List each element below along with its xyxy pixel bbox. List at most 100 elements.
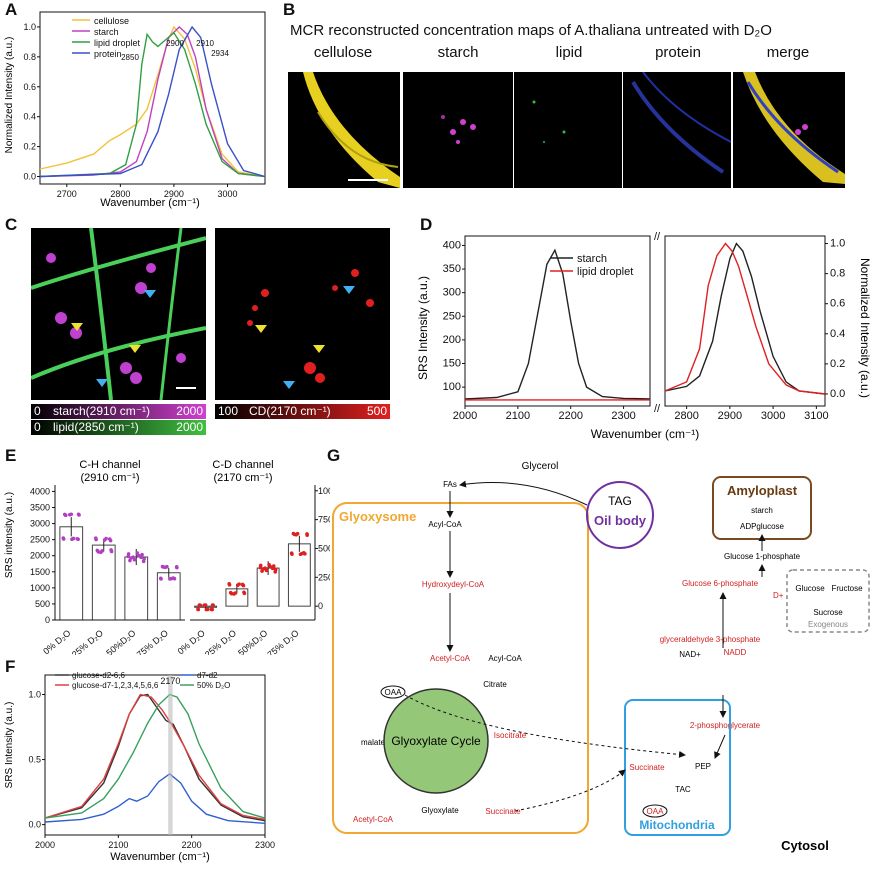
legend-item: starch	[94, 27, 119, 37]
svg-text:starch: starch	[751, 506, 773, 515]
data-point	[289, 551, 294, 555]
panel-f-chart: Wavenumber (cm⁻¹) SRS Intensity (a.u.) 2…	[4, 671, 275, 863]
panel-c-merged-image	[31, 228, 206, 400]
data-point	[211, 603, 215, 607]
y-tick-label: 0.4	[23, 112, 36, 122]
panel-f-xlabel: Wavenumber (cm⁻¹)	[110, 851, 210, 863]
svg-text:ADPglucose: ADPglucose	[740, 522, 785, 531]
y-tick-label: 1.0	[23, 22, 36, 32]
series-line-protein	[39, 25, 266, 178]
data-point	[158, 576, 163, 581]
plot-frame	[464, 235, 651, 407]
peak-label: 2850	[121, 53, 139, 62]
glyoxylate-cycle-circle	[383, 688, 489, 794]
data-point	[270, 566, 275, 571]
data-point	[98, 550, 103, 555]
colorbar-lipid: 0 lipid(2850 cm⁻¹) 2000	[31, 420, 206, 435]
x-category-label: 0% D₂O	[176, 628, 207, 655]
svg-text:NAD+: NAD+	[679, 650, 701, 659]
x-tick-label: 2800	[110, 189, 130, 199]
x-category-label: 50%D₂O	[104, 628, 137, 655]
svg-text:PEP: PEP	[695, 762, 711, 771]
bar	[124, 556, 149, 621]
ch-sub: (2910 cm⁻¹)	[81, 472, 140, 484]
svg-text:Glucose 6-phosphate: Glucose 6-phosphate	[682, 579, 759, 588]
blue-arrowhead-icon	[283, 381, 295, 389]
yellow-arrowhead-icon	[255, 325, 267, 333]
panel-d-chart: Wavenumber (cm⁻¹) SRS Intensity (a.u.) N…	[416, 231, 872, 441]
data-point	[67, 512, 72, 517]
data-point	[139, 555, 143, 560]
panel-label-f: F	[5, 657, 16, 676]
data-point	[109, 549, 114, 554]
x-category-label: 25% D₂O	[70, 628, 105, 655]
panel-d-ylabel-left: SRS Intensity (a.u.)	[416, 276, 430, 380]
svg-text:Glyoxylate: Glyoxylate	[421, 806, 459, 815]
y-tick-label: 400	[443, 239, 461, 251]
data-point	[209, 607, 214, 612]
panel-label-c: C	[5, 215, 18, 234]
series-line-starch	[464, 248, 651, 400]
svg-text:Hydroxydeyl-CoA: Hydroxydeyl-CoA	[422, 580, 485, 589]
svg-text:TAG: TAG	[608, 494, 632, 508]
svg-text:Citrate: Citrate	[483, 680, 507, 689]
data-point	[237, 582, 241, 586]
y-tick-label: 2500	[30, 535, 50, 545]
legend-item: cellulose	[94, 16, 129, 26]
series-line-lipid-droplet	[39, 31, 266, 178]
svg-text:Glucose 1-phosphate: Glucose 1-phosphate	[724, 552, 801, 561]
peak-label: 2900	[166, 39, 184, 48]
svg-text:Acetyl-CoA: Acetyl-CoA	[353, 815, 394, 824]
svg-text:Exogenous: Exogenous	[808, 620, 848, 629]
legend-item: 50% D₂O	[197, 681, 230, 690]
panel-c-cd-image	[215, 228, 390, 400]
blue-arrowhead-icon	[343, 286, 355, 294]
map-protein	[623, 72, 731, 188]
panel-label-b: B	[283, 0, 296, 19]
svg-text:OAA: OAA	[385, 688, 403, 697]
y-tick-label: 0.0	[23, 172, 36, 182]
y-tick-label: 1000	[318, 486, 330, 496]
svg-text:glyceraldehyde 3-phosphate: glyceraldehyde 3-phosphate	[660, 635, 761, 644]
x-tick-label: 2200	[182, 840, 202, 850]
y-tick-label: 1500	[30, 567, 50, 577]
x-tick-label: 3000	[761, 410, 785, 422]
data-point	[263, 566, 267, 570]
panel-a-ylabel: Normalized Intensity (a.u.)	[4, 37, 15, 154]
yellow-arrowhead-icon	[313, 345, 325, 353]
colorbar-starch: 0 starch(2910 cm⁻¹) 2000	[31, 404, 206, 419]
y-tick-label: 3500	[30, 503, 50, 513]
y-tick-label: 0.6	[23, 82, 36, 92]
data-point	[232, 592, 236, 596]
panel-f-ylabel: SRS Intensity (a.u.)	[4, 702, 15, 789]
map-merge	[733, 72, 845, 188]
data-point	[305, 533, 309, 537]
svg-text:Fructose: Fructose	[831, 584, 863, 593]
svg-text:Amyloplast: Amyloplast	[727, 483, 798, 498]
data-point	[205, 607, 210, 612]
legend-item: glucose-d7-1,2,3,4,5,6,6	[72, 681, 159, 690]
series-line-starch	[39, 26, 266, 178]
y-tick-label: 350	[443, 263, 461, 275]
y-tick-label: 0.2	[830, 358, 845, 370]
x-tick-label: 2800	[674, 410, 698, 422]
data-point	[198, 603, 203, 608]
svg-text:TAC: TAC	[675, 785, 691, 794]
x-category-label: 0% D₂O	[41, 628, 72, 655]
svg-text:Glyoxylate Cycle: Glyoxylate Cycle	[391, 734, 481, 748]
panel-a-chart: Wavenumber (cm⁻¹) Normalized Intensity (…	[4, 11, 266, 209]
data-point	[294, 532, 299, 537]
legend-item: glucose-d2-6,6	[72, 671, 125, 680]
y-tick-label: 4000	[30, 486, 50, 496]
y-tick-label: 0.0	[28, 820, 41, 830]
svg-text:Glycerol: Glycerol	[522, 461, 559, 472]
data-point	[301, 550, 306, 555]
y-tick-label: 1.0	[830, 238, 845, 250]
glyoxysome-label: Glyoxysome	[339, 509, 416, 524]
svg-text:Isocitrate: Isocitrate	[494, 731, 527, 740]
x-tick-label: 3100	[804, 410, 828, 422]
panel-a-xlabel: Wavenumber (cm⁻¹)	[100, 197, 200, 209]
blue-arrowhead-icon	[144, 290, 156, 298]
data-point	[242, 591, 247, 596]
data-point	[227, 582, 231, 586]
